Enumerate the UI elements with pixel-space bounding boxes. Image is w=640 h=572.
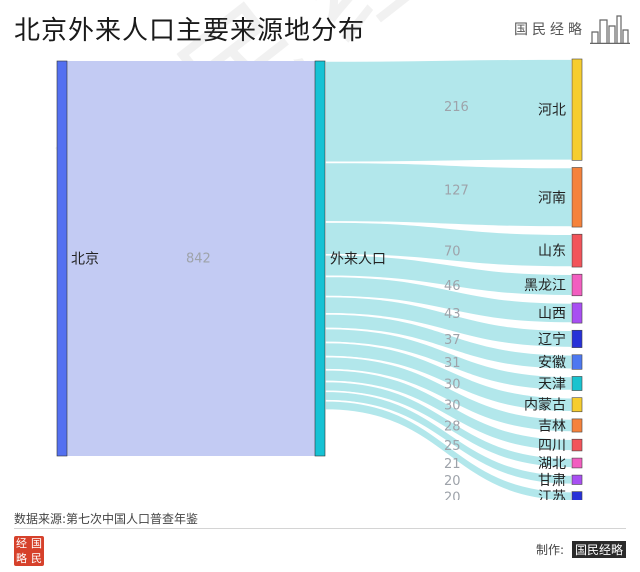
data-label: 46 <box>444 279 461 294</box>
target-node <box>571 329 583 348</box>
source-label: 北京 <box>71 252 99 268</box>
middle-node <box>314 60 326 457</box>
data-label: 43 <box>444 307 461 322</box>
footer-divider <box>14 528 626 529</box>
target-node <box>571 273 583 297</box>
skyline-icon <box>590 15 630 44</box>
data-label: 25 <box>444 439 461 454</box>
flow-ribbon <box>324 399 573 500</box>
target-label: 黑龙江 <box>524 278 566 294</box>
credit-label: 制作: <box>535 543 564 557</box>
target-node <box>571 474 583 485</box>
credit-brand: 国民经略 <box>571 541 626 558</box>
brand-logo: 国民经略 <box>514 14 630 44</box>
logo-badge-char: 国 <box>31 537 42 550</box>
target-node <box>571 167 583 228</box>
credit: 制作: 国民经略 <box>536 541 626 558</box>
data-label: 20 <box>444 474 461 489</box>
data-label: 842 <box>186 252 211 267</box>
middle-label: 外来人口 <box>330 252 386 268</box>
data-label: 70 <box>444 245 461 260</box>
target-label: 四川 <box>538 438 566 454</box>
target-node <box>571 491 583 500</box>
data-label: 30 <box>444 377 461 392</box>
target-node <box>571 302 583 324</box>
source-node <box>56 60 68 457</box>
logo-badge-char: 经 <box>16 537 27 550</box>
data-source: 数据来源:第七次中国人口普查年鉴 <box>14 512 199 526</box>
flow-band-source <box>67 61 315 456</box>
target-node <box>571 418 583 433</box>
target-node <box>571 457 583 469</box>
data-label: 30 <box>444 399 461 414</box>
target-label: 江苏 <box>538 489 566 500</box>
data-label: 31 <box>444 356 461 371</box>
target-node <box>571 376 583 391</box>
target-label: 河北 <box>538 103 566 119</box>
target-label: 安徽 <box>538 355 566 371</box>
target-label: 内蒙古 <box>524 398 566 414</box>
target-label: 山西 <box>538 306 566 322</box>
target-node <box>571 438 583 452</box>
target-node <box>571 58 583 161</box>
target-node <box>571 233 583 268</box>
data-label: 216 <box>444 100 469 115</box>
chart-title: 北京外来人口主要来源地分布 <box>14 16 366 46</box>
data-label: 21 <box>444 457 461 472</box>
data-label: 28 <box>444 419 461 434</box>
target-node <box>571 354 583 370</box>
target-label: 甘肃 <box>538 473 566 489</box>
target-label: 辽宁 <box>538 331 566 348</box>
logo-badge: 经 国 略 民 <box>14 536 44 566</box>
target-node <box>571 397 583 413</box>
target-label: 天津 <box>538 376 566 392</box>
target-label: 湖北 <box>538 456 566 472</box>
target-label: 吉林 <box>538 418 566 434</box>
target-label: 山东 <box>538 244 566 260</box>
target-label: 河南 <box>538 190 566 206</box>
data-label: 37 <box>444 333 461 348</box>
data-label: 127 <box>444 183 469 198</box>
logo-badge-char: 民 <box>31 552 42 565</box>
data-label: 20 <box>444 490 461 500</box>
logo-badge-char: 略 <box>16 552 27 565</box>
brand-text: 国民经略 <box>514 22 586 38</box>
